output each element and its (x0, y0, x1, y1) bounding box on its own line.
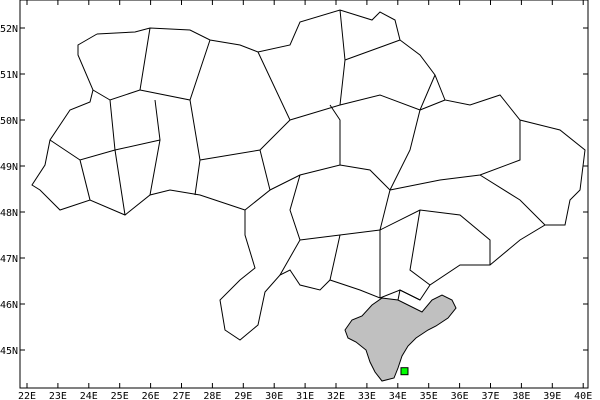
lon-label: 35E (420, 391, 438, 400)
map-frame (19, 0, 589, 389)
location-marker[interactable] (400, 367, 409, 376)
region-border (329, 234, 341, 281)
region-border (269, 164, 391, 231)
region-border (149, 99, 161, 196)
region-border (92, 27, 151, 101)
lon-label: 28E (203, 391, 221, 400)
lon-label: 26E (142, 391, 160, 400)
region-border (397, 289, 421, 301)
region-border (329, 104, 341, 165)
region-border (244, 149, 271, 211)
region-border (419, 99, 446, 111)
lon-label: 39E (543, 391, 561, 400)
latitude-axis: 52N 51N 50N 49N 48N 47N 46N 45N (0, 24, 588, 357)
lon-label: 32E (327, 391, 345, 400)
region-border (379, 209, 491, 265)
region-border (389, 120, 521, 191)
lat-label: 52N (0, 24, 18, 35)
region-border (289, 9, 346, 121)
lon-label: 33E (358, 391, 376, 400)
lon-label: 40E (574, 391, 592, 400)
lat-label: 51N (0, 70, 18, 81)
region-border (389, 109, 421, 191)
region-border (139, 39, 211, 101)
longitude-axis: 22E 23E 24E 25E 26E 27E 28E 29E 30E 31E 32E 33E 34E 3… (18, 0, 592, 400)
lon-label: 29E (234, 391, 252, 400)
lon-label: 36E (451, 391, 469, 400)
region-border (344, 39, 401, 61)
lat-label: 50N (0, 116, 18, 127)
region-border (479, 174, 546, 226)
lon-label: 24E (80, 391, 98, 400)
lon-label: 38E (512, 391, 530, 400)
lon-label: 23E (49, 391, 67, 400)
lon-label: 37E (481, 391, 499, 400)
lat-label: 45N (0, 346, 18, 357)
lat-label: 46N (0, 300, 18, 311)
lon-label: 31E (296, 391, 314, 400)
region-border (109, 99, 126, 216)
lat-label: 49N (0, 162, 18, 173)
lat-label: 48N (0, 208, 18, 219)
region-border (189, 99, 201, 196)
lon-label: 34E (389, 391, 407, 400)
country-border (31, 9, 586, 341)
region-borders (31, 9, 586, 341)
region-border (409, 209, 431, 286)
lon-label: 27E (172, 391, 190, 400)
lon-label: 22E (18, 391, 36, 400)
lon-label: 30E (265, 391, 283, 400)
region-border (79, 159, 91, 201)
region-border (49, 139, 116, 161)
region-border (114, 139, 161, 151)
lat-label: 47N (0, 254, 18, 265)
lon-label: 25E (111, 391, 129, 400)
region-border (279, 174, 301, 276)
region-border (339, 74, 436, 111)
crimea-region[interactable] (344, 294, 457, 382)
region-border (199, 51, 291, 161)
